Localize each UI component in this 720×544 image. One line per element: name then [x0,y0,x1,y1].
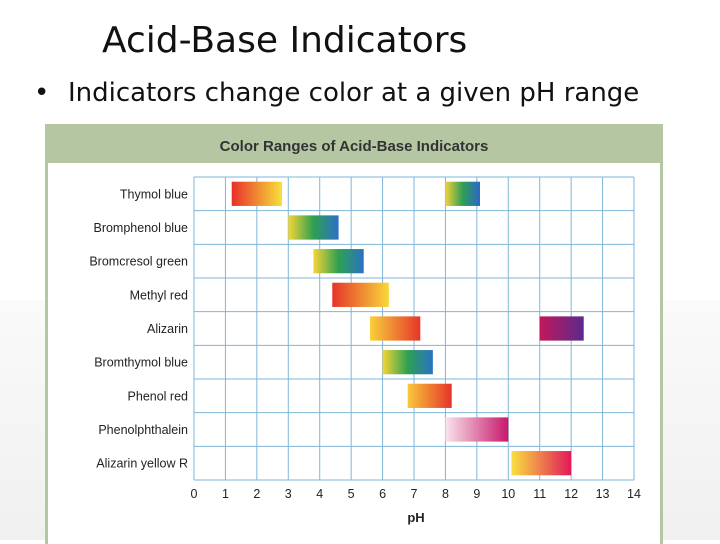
range-bar [288,215,339,240]
x-tick-label: 8 [442,487,449,501]
x-tick-label: 1 [222,487,229,501]
category-label: Phenol red [128,389,189,403]
range-bar [445,417,509,442]
category-label: Methyl red [130,288,188,302]
indicator-chart: Color Ranges of Acid-Base Indicators Thym… [89,138,641,525]
range-bar [332,282,389,307]
category-label: Thymol blue [120,187,188,201]
x-tick-label: 14 [627,487,641,501]
x-axis-label: pH [407,510,424,525]
range-bar [511,451,572,476]
x-tick-label: 13 [596,487,610,501]
x-tick-label: 7 [411,487,418,501]
category-label: Bromphenol blue [93,221,188,235]
category-label: Alizarin [147,322,188,336]
range-bar [445,181,480,206]
range-bar [313,249,364,274]
x-tick-label: 10 [501,487,515,501]
bullet-text: Indicators change color at a given pH ra… [68,78,640,108]
bullet-dot-icon: • [34,78,50,108]
category-label: Bromcresol green [89,255,188,269]
category-label: Bromthymol blue [94,356,188,370]
x-tick-label: 11 [533,487,546,501]
chart-frame: Color Ranges of Acid-Base Indicators Thym… [45,124,663,544]
range-bar [370,316,421,341]
x-tick-label: 6 [379,487,386,501]
x-tick-label: 2 [253,487,260,501]
slide-title: Acid-Base Indicators [102,20,468,61]
x-tick-label: 12 [564,487,578,501]
x-tick-label: 3 [285,487,292,501]
range-bar [231,181,282,206]
x-tick-label: 9 [473,487,480,501]
range-bar [539,316,584,341]
x-tick-label: 5 [348,487,355,501]
category-label: Phenolphthalein [98,423,188,437]
bullet-item: • Indicators change color at a given pH r… [34,78,639,108]
range-bar [407,383,452,408]
category-label: Alizarin yellow R [96,457,188,471]
chart-title: Color Ranges of Acid-Base Indicators [220,138,489,155]
x-tick-label: 4 [316,487,323,501]
x-tick-label: 0 [191,487,198,501]
range-bar [382,350,433,375]
chart-header [48,127,660,163]
